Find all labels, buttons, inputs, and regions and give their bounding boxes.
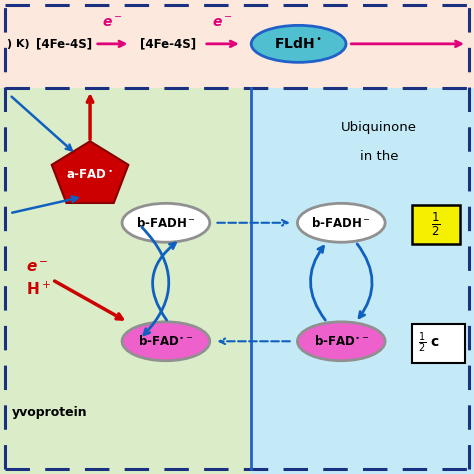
Text: H$^+$: H$^+$ [26,281,51,298]
Text: FLdH$^\bullet$: FLdH$^\bullet$ [274,36,323,51]
Text: e$^-$: e$^-$ [26,260,48,275]
Text: b-FAD$^{\bullet-}$: b-FAD$^{\bullet-}$ [138,334,193,348]
FancyBboxPatch shape [412,205,460,244]
Text: $\frac{1}{2}$: $\frac{1}{2}$ [431,211,441,238]
Text: in the: in the [360,150,399,163]
Text: e$^-$: e$^-$ [212,16,233,29]
Text: ) K): ) K) [7,39,30,49]
Text: Ubiquinone: Ubiquinone [341,121,417,135]
Text: $\frac{1}{2}$ c: $\frac{1}{2}$ c [418,331,440,356]
Text: yvoprotein: yvoprotein [12,406,88,419]
Ellipse shape [122,322,210,361]
FancyBboxPatch shape [412,324,465,363]
Bar [0,0,474,88]
Bar [251,88,474,474]
Ellipse shape [122,203,210,242]
Text: e$^-$: e$^-$ [102,16,123,29]
Text: [4Fe-4S]: [4Fe-4S] [36,37,92,50]
Text: a-FAD$^\bullet$: a-FAD$^\bullet$ [66,169,114,182]
Text: b-FAD$^{\bullet-}$: b-FAD$^{\bullet-}$ [314,334,369,348]
Ellipse shape [251,25,346,62]
Bar [0,88,251,474]
Ellipse shape [298,203,385,242]
Text: b-FADH$^-$: b-FADH$^-$ [311,216,371,230]
Text: [4Fe-4S]: [4Fe-4S] [140,37,196,50]
Ellipse shape [298,322,385,361]
Polygon shape [52,141,128,203]
Text: b-FADH$^-$: b-FADH$^-$ [136,216,196,230]
